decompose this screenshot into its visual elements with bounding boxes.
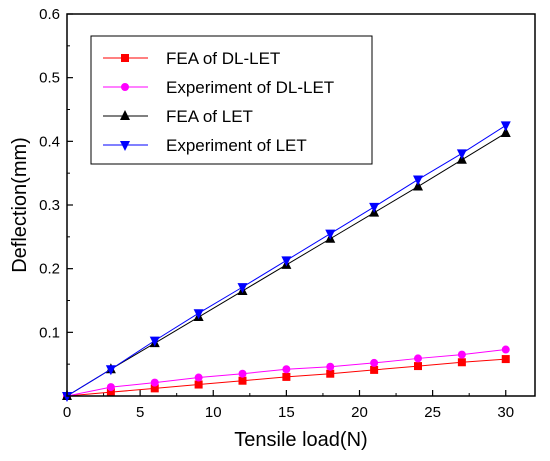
tick-labels: 5 10 15 20 25 30 0.1 0.2 0.3 0.4 0.5 0.6 0: [39, 6, 514, 421]
data-point: [500, 127, 511, 138]
data-point: [457, 350, 466, 359]
x-axis-title: Tensile load(N): [234, 429, 367, 451]
data-point: [501, 345, 510, 354]
legend-box: [90, 35, 373, 165]
legend-entry: Experiment of DL-LET: [103, 78, 334, 97]
data-point: [369, 202, 380, 213]
series-1: [63, 345, 510, 400]
data-point: [237, 283, 248, 294]
legend-label: Experiment of DL-LET: [166, 78, 334, 97]
data-point: [238, 376, 247, 385]
data-point: [413, 180, 423, 191]
data-point: [150, 378, 159, 387]
data-point: [105, 365, 116, 376]
legend-label: Experiment of LET: [166, 136, 307, 155]
legend-entry: FEA of LET: [103, 107, 253, 126]
data-point: [325, 229, 336, 240]
data-point: [194, 380, 203, 389]
data-point: [281, 256, 292, 267]
legend-entry: Experiment of LET: [103, 136, 307, 155]
data-point: [414, 362, 422, 371]
data-point: [413, 175, 423, 186]
legend-marker: [120, 110, 130, 120]
legend-marker: [121, 83, 129, 91]
data-point: [282, 365, 291, 374]
data-point: [414, 354, 422, 363]
legend-label: FEA of LET: [166, 107, 253, 126]
plot-frame: [66, 13, 536, 397]
legend-entry: FEA of DL-LET: [103, 49, 280, 68]
data-point: [150, 384, 159, 393]
x-tick-label: 20: [351, 404, 368, 421]
data-point: [370, 358, 379, 367]
data-point: [370, 365, 379, 374]
y-tick-label: 0.6: [39, 6, 60, 23]
legend: FEA of DL-LET Experiment of DL-LET FEA of …: [90, 35, 373, 165]
legend-label: FEA of DL-LET: [166, 49, 280, 68]
x-tick-label: 5: [136, 404, 144, 421]
x-tick-label: 10: [205, 404, 222, 421]
y-tick-label: 0.2: [39, 261, 60, 278]
data-point: [500, 121, 511, 132]
x-tick-label: 30: [497, 404, 514, 421]
legend-marker: [120, 141, 130, 151]
data-point: [106, 388, 115, 397]
legend-marker: [121, 54, 129, 62]
data-point: [326, 362, 335, 371]
y-tick-label: 0.3: [39, 197, 60, 214]
series-3: [62, 121, 511, 402]
data-point: [106, 383, 115, 392]
x-tick-label: 15: [278, 404, 295, 421]
data-point: [193, 309, 204, 320]
y-axis-title: Deflection(mm): [9, 137, 31, 273]
x-tick-label: 25: [424, 404, 441, 421]
y-tick-label: 0.4: [39, 133, 60, 150]
data-point: [456, 149, 467, 160]
data-point: [149, 336, 160, 347]
data-point: [326, 369, 335, 378]
data-point: [457, 358, 466, 367]
data-point: [501, 355, 510, 364]
y-tick-label: 0.5: [39, 70, 60, 87]
origin-tick-label: 0: [63, 404, 71, 421]
data-point: [62, 392, 72, 402]
data-point: [238, 369, 247, 378]
y-tick-label: 0.1: [39, 324, 60, 341]
data-point: [282, 372, 291, 381]
data-point: [194, 373, 203, 382]
